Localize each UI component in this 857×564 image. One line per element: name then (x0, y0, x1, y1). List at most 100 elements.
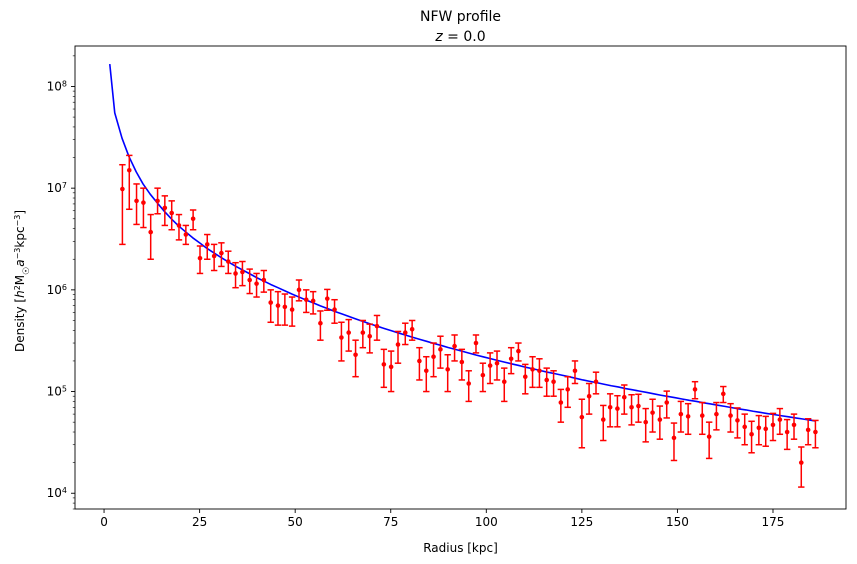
data-point (225, 250, 232, 275)
data-marker (650, 410, 655, 415)
data-marker (381, 362, 387, 367)
data-marker (565, 387, 571, 392)
data-point (614, 394, 621, 428)
data-marker (714, 411, 719, 417)
data-point (295, 279, 303, 302)
data-point (663, 390, 670, 419)
chart-title: NFW profile (420, 9, 501, 25)
y-tick-base: 10 (47, 486, 62, 500)
data-point (727, 402, 734, 433)
data-point (210, 243, 218, 272)
data-marker (296, 287, 302, 293)
data-marker (494, 360, 500, 366)
data-point (465, 370, 472, 403)
data-marker (233, 271, 238, 276)
data-marker (409, 326, 415, 332)
data-point (126, 154, 133, 211)
data-marker (586, 393, 592, 399)
data-point (543, 367, 550, 397)
data-point (119, 163, 126, 246)
data-point (204, 233, 211, 260)
subtitle-variable: z (434, 29, 443, 45)
data-marker (190, 216, 196, 222)
data-point (175, 213, 183, 241)
data-marker (197, 255, 203, 261)
data-point (783, 418, 791, 451)
data-point (571, 360, 579, 385)
axes-frame (74, 45, 847, 510)
data-point (741, 413, 748, 446)
data-point (274, 290, 282, 326)
data-point (684, 402, 692, 436)
data-marker (756, 425, 762, 431)
x-tick-label: 175 (762, 515, 785, 529)
data-marker (516, 348, 521, 354)
data-marker (155, 198, 160, 204)
data-marker (169, 210, 175, 216)
data-marker (487, 363, 493, 368)
data-marker (685, 414, 691, 419)
data-point (486, 352, 494, 385)
data-marker (126, 167, 132, 173)
data-point (317, 310, 324, 341)
y-label-h: h (13, 290, 27, 298)
data-marker (303, 297, 309, 303)
data-marker (466, 381, 472, 386)
data-marker (360, 330, 366, 335)
y-label-prefix: Density [ (13, 298, 27, 352)
data-marker (423, 368, 429, 374)
data-marker (791, 422, 797, 428)
data-point (430, 342, 437, 378)
data-point (147, 213, 154, 260)
data-point (507, 346, 515, 375)
y-tick-label: 107 (47, 181, 67, 196)
data-marker (798, 460, 804, 465)
data-marker (473, 340, 479, 346)
data-marker (148, 229, 153, 235)
data-point (769, 412, 777, 442)
data-marker (339, 335, 344, 340)
data-marker (261, 277, 267, 283)
data-marker (692, 387, 698, 392)
data-marker (275, 303, 281, 308)
data-point (196, 245, 204, 275)
data-marker (720, 391, 726, 397)
y-tick-exponent: 8 (62, 79, 67, 88)
data-marker (452, 343, 457, 349)
data-point (592, 371, 600, 395)
data-point (161, 195, 169, 227)
y-tick-label: 106 (47, 282, 67, 297)
subtitle-equation: = 0.0 (443, 29, 486, 45)
data-point (253, 272, 260, 298)
y-tick-label: 108 (47, 79, 67, 94)
y-label-h-exponent: 2 (13, 285, 22, 290)
data-point (352, 339, 359, 378)
data-marker (657, 417, 663, 422)
x-tick-label: 150 (666, 515, 689, 529)
data-point (755, 414, 763, 446)
data-point (734, 407, 741, 439)
data-point (366, 323, 373, 354)
y-tick-label: 105 (47, 384, 67, 399)
data-marker (579, 414, 585, 420)
data-point (338, 321, 345, 362)
plot-area (74, 45, 847, 510)
data-point (748, 420, 755, 454)
data-point (133, 183, 140, 226)
data-marker (324, 296, 330, 301)
data-marker (607, 405, 613, 410)
data-marker (417, 358, 422, 364)
data-point (380, 348, 388, 389)
data-point (303, 289, 310, 314)
data-marker (621, 394, 627, 400)
x-tick-label: 75 (383, 515, 398, 529)
y-tick-base: 10 (47, 385, 62, 399)
data-point (309, 290, 317, 315)
data-point (479, 362, 487, 393)
x-axis-ticks: 0 25 50 75 100 125 150 175 (100, 509, 784, 529)
data-marker (551, 379, 556, 384)
y-tick-label: 104 (47, 486, 67, 501)
data-point (267, 289, 274, 324)
data-point (458, 348, 466, 381)
data-marker (120, 186, 125, 192)
